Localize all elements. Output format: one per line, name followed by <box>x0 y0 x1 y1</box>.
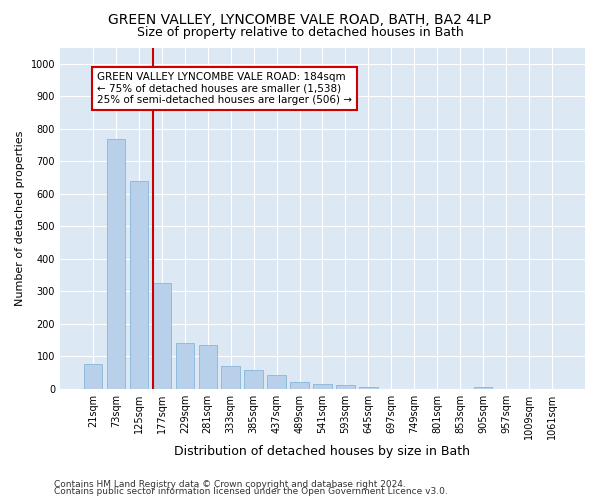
Bar <box>244 370 263 389</box>
Bar <box>176 344 194 389</box>
Text: Size of property relative to detached houses in Bath: Size of property relative to detached ho… <box>137 26 463 39</box>
Bar <box>268 375 286 389</box>
Bar <box>152 283 171 389</box>
Text: GREEN VALLEY, LYNCOMBE VALE ROAD, BATH, BA2 4LP: GREEN VALLEY, LYNCOMBE VALE ROAD, BATH, … <box>109 12 491 26</box>
X-axis label: Distribution of detached houses by size in Bath: Distribution of detached houses by size … <box>175 444 470 458</box>
Bar <box>84 364 102 389</box>
Text: Contains HM Land Registry data © Crown copyright and database right 2024.: Contains HM Land Registry data © Crown c… <box>54 480 406 489</box>
Bar <box>336 384 355 389</box>
Bar <box>221 366 240 389</box>
Bar <box>107 138 125 389</box>
Bar <box>199 345 217 389</box>
Text: GREEN VALLEY LYNCOMBE VALE ROAD: 184sqm
← 75% of detached houses are smaller (1,: GREEN VALLEY LYNCOMBE VALE ROAD: 184sqm … <box>97 72 352 105</box>
Bar <box>290 382 308 389</box>
Bar <box>474 387 492 389</box>
Text: Contains public sector information licensed under the Open Government Licence v3: Contains public sector information licen… <box>54 487 448 496</box>
Y-axis label: Number of detached properties: Number of detached properties <box>15 130 25 306</box>
Bar <box>130 181 148 389</box>
Bar <box>313 384 332 389</box>
Bar <box>359 387 377 389</box>
